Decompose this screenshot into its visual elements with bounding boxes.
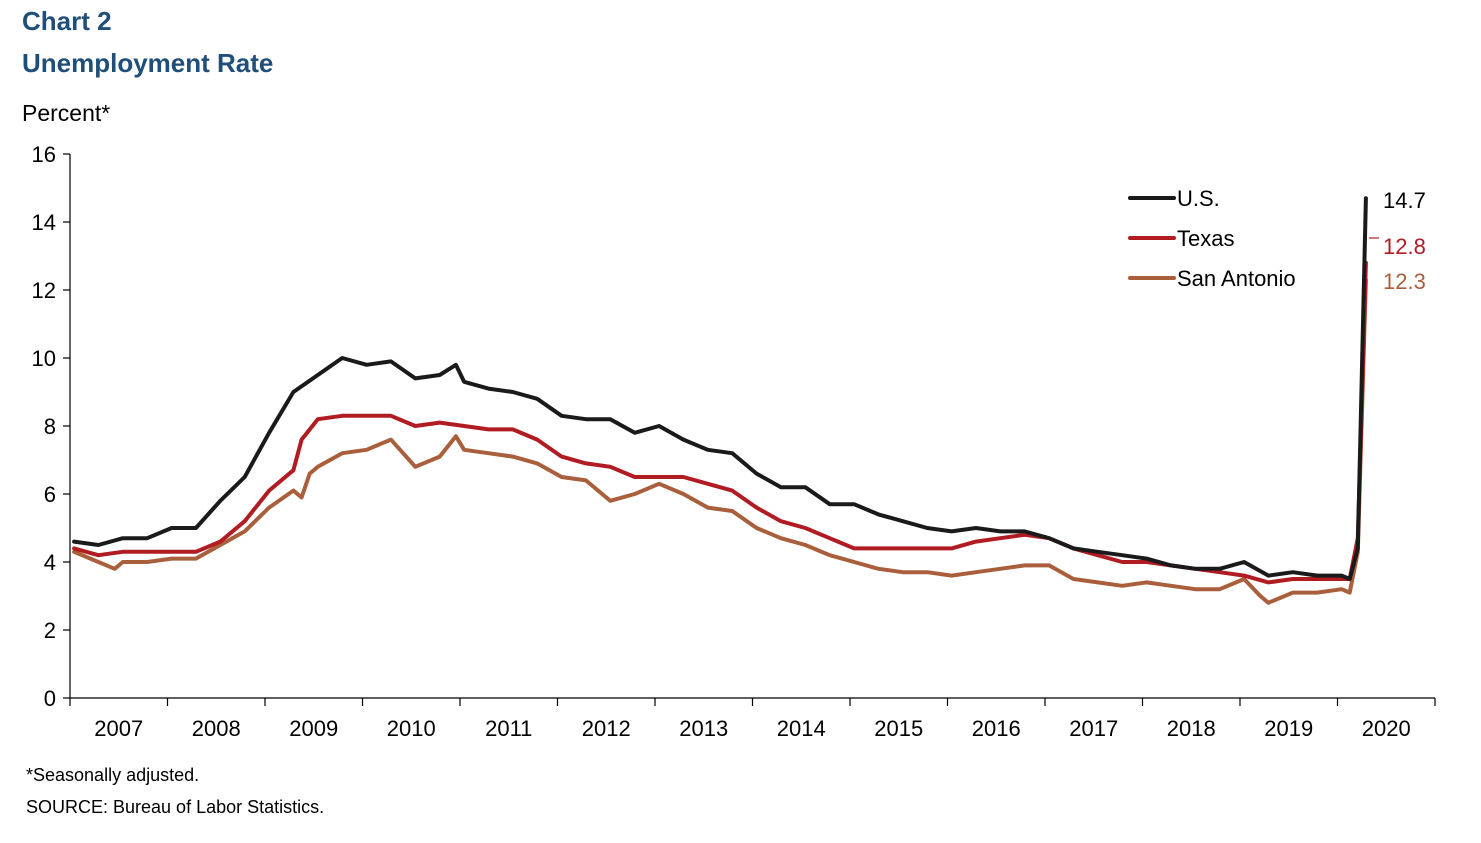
- legend-label: San Antonio: [1177, 266, 1296, 291]
- series-line-san-antonio: [72, 277, 1368, 605]
- end-value-label: 12.8: [1383, 234, 1426, 259]
- legend-label: U.S.: [1177, 186, 1220, 211]
- x-tick-label: 2017: [1069, 716, 1118, 741]
- x-tick-label: 2019: [1264, 716, 1313, 741]
- legend-label: Texas: [1177, 226, 1234, 251]
- x-tick-label: 2015: [874, 716, 923, 741]
- x-tick-label: 2007: [94, 716, 143, 741]
- x-tick-label: 2016: [972, 716, 1021, 741]
- y-tick-label: 0: [44, 686, 56, 711]
- series-line-u-s: [72, 196, 1368, 581]
- y-tick-label: 16: [32, 142, 56, 167]
- source-note: SOURCE: Bureau of Labor Statistics.: [26, 797, 325, 817]
- series-line-texas: [72, 260, 1368, 585]
- y-tick-label: 2: [44, 618, 56, 643]
- chart-title: Unemployment Rate: [22, 48, 274, 78]
- legend: U.S. Texas San Antonio: [1128, 186, 1296, 291]
- y-tick-label: 14: [32, 210, 56, 235]
- end-value-label: 14.7: [1383, 188, 1426, 213]
- x-tick-label: 2010: [387, 716, 436, 741]
- x-tick-label: 2008: [192, 716, 241, 741]
- y-tick-label: 4: [44, 550, 56, 575]
- x-tick-label: 2011: [485, 716, 532, 741]
- y-axis-label: Percent*: [22, 100, 111, 126]
- x-tick-label: 2013: [679, 716, 728, 741]
- axes: 0 2 4 6 8 10 12 14 16 2007 2008 2009 2010 2011 2012 201…: [32, 142, 1436, 741]
- x-tick-label: 2012: [582, 716, 631, 741]
- y-tick-label: 10: [32, 346, 56, 371]
- series-lines: [72, 196, 1368, 605]
- y-tick-label: 12: [32, 278, 56, 303]
- x-tick-label: 2018: [1167, 716, 1216, 741]
- chart-label: Chart 2: [22, 6, 112, 36]
- end-value-label: 12.3: [1383, 269, 1426, 294]
- x-tick-label: 2014: [777, 716, 826, 741]
- end-labels: 14.7 12.8 12.3: [1368, 188, 1426, 294]
- x-tick-label: 2020: [1362, 716, 1411, 741]
- footnote: *Seasonally adjusted.: [26, 765, 200, 785]
- y-tick-label: 8: [44, 414, 56, 439]
- y-tick-label: 6: [44, 482, 56, 507]
- x-tick-label: 2009: [289, 716, 338, 741]
